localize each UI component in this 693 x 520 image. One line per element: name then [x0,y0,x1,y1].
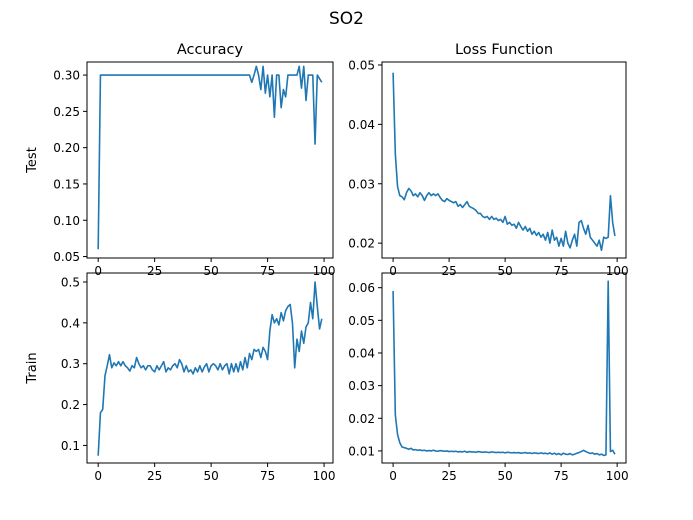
series-line-1 [97,281,323,456]
y-tick-label: 0.3 [61,357,80,371]
y-tick-label: 0.1 [61,439,80,453]
x-tick-label: 0 [389,469,397,483]
y-tick-label: 0.04 [348,118,375,132]
x-tick-label: 25 [441,264,456,278]
x-tick-label: 100 [313,264,336,278]
series-line-1 [97,65,323,250]
y-tick-label: 0.01 [348,444,375,458]
y-tick-label: 0.02 [348,412,375,426]
y-tick-label: 0.05 [348,314,375,328]
axes-frame [86,272,334,464]
x-tick-label: 100 [606,469,629,483]
y-axis-label: Test [25,147,40,174]
y-tick-label: 0.02 [348,237,375,251]
x-tick-label: 50 [497,264,512,278]
figure-title: SO2 [329,9,364,29]
x-tick-label: 75 [260,469,275,483]
x-tick-label: 75 [553,469,568,483]
subplot-title: Loss Function [455,42,553,58]
y-tick-label: 0.5 [61,275,80,289]
x-tick-label: 100 [313,469,336,483]
x-tick-label: 50 [203,264,218,278]
subplot-grid: 0 25 50 75 1000.050.100.150.200.250.30Accura… [25,42,629,483]
y-tick-label: 0.4 [61,316,80,330]
y-tick-label: 0.2 [61,398,80,412]
x-tick-label: 0 [389,264,397,278]
subplot-4: 0 25 50 75 100 0.01 0.02 0.03 0.04 0.05 0.06 [348,272,629,483]
x-tick-label: 0 [94,264,102,278]
series-line-1 [392,72,616,252]
series-line-1 [392,280,616,457]
y-tick-label: 0.30 [53,69,80,83]
x-tick-label: 25 [147,264,162,278]
y-tick-label: 0.05 [348,58,375,72]
subplot-3: 0 25 50 75 100 0.1 0.2 0.3 0.4 0.5 Train [25,272,336,483]
subplot-1: 0 25 50 75 100 0.05 0.10 0.15 0.20 0.25 0.30 Accura… [25,42,336,278]
x-tick-label: 50 [203,469,218,483]
y-tick-label: 0.10 [53,214,80,228]
axes-frame [381,61,627,259]
y-tick-label: 0.03 [348,177,375,191]
axes-frame [86,61,334,259]
axes-frame [381,272,627,464]
x-tick-label: 25 [441,469,456,483]
y-tick-label: 0.20 [53,141,80,155]
y-tick-label: 0.25 [53,105,80,119]
y-tick-label: 0.04 [348,346,375,360]
y-tick-label: 0.06 [348,281,375,295]
subplot-2: 0 25 50 75 100 0.02 0.03 0.04 0.05 Loss Function [348,42,628,278]
x-tick-label: 75 [260,264,275,278]
x-tick-label: 25 [147,469,162,483]
x-tick-label: 100 [606,264,629,278]
y-tick-label: 0.15 [53,177,80,191]
subplot-title: Accuracy [177,42,244,58]
y-tick-label: 0.03 [348,379,375,393]
x-tick-label: 50 [497,469,512,483]
x-tick-label: 0 [94,469,102,483]
x-tick-label: 75 [553,264,568,278]
y-axis-label: Train [25,352,40,384]
y-tick-label: 0.05 [53,250,80,264]
